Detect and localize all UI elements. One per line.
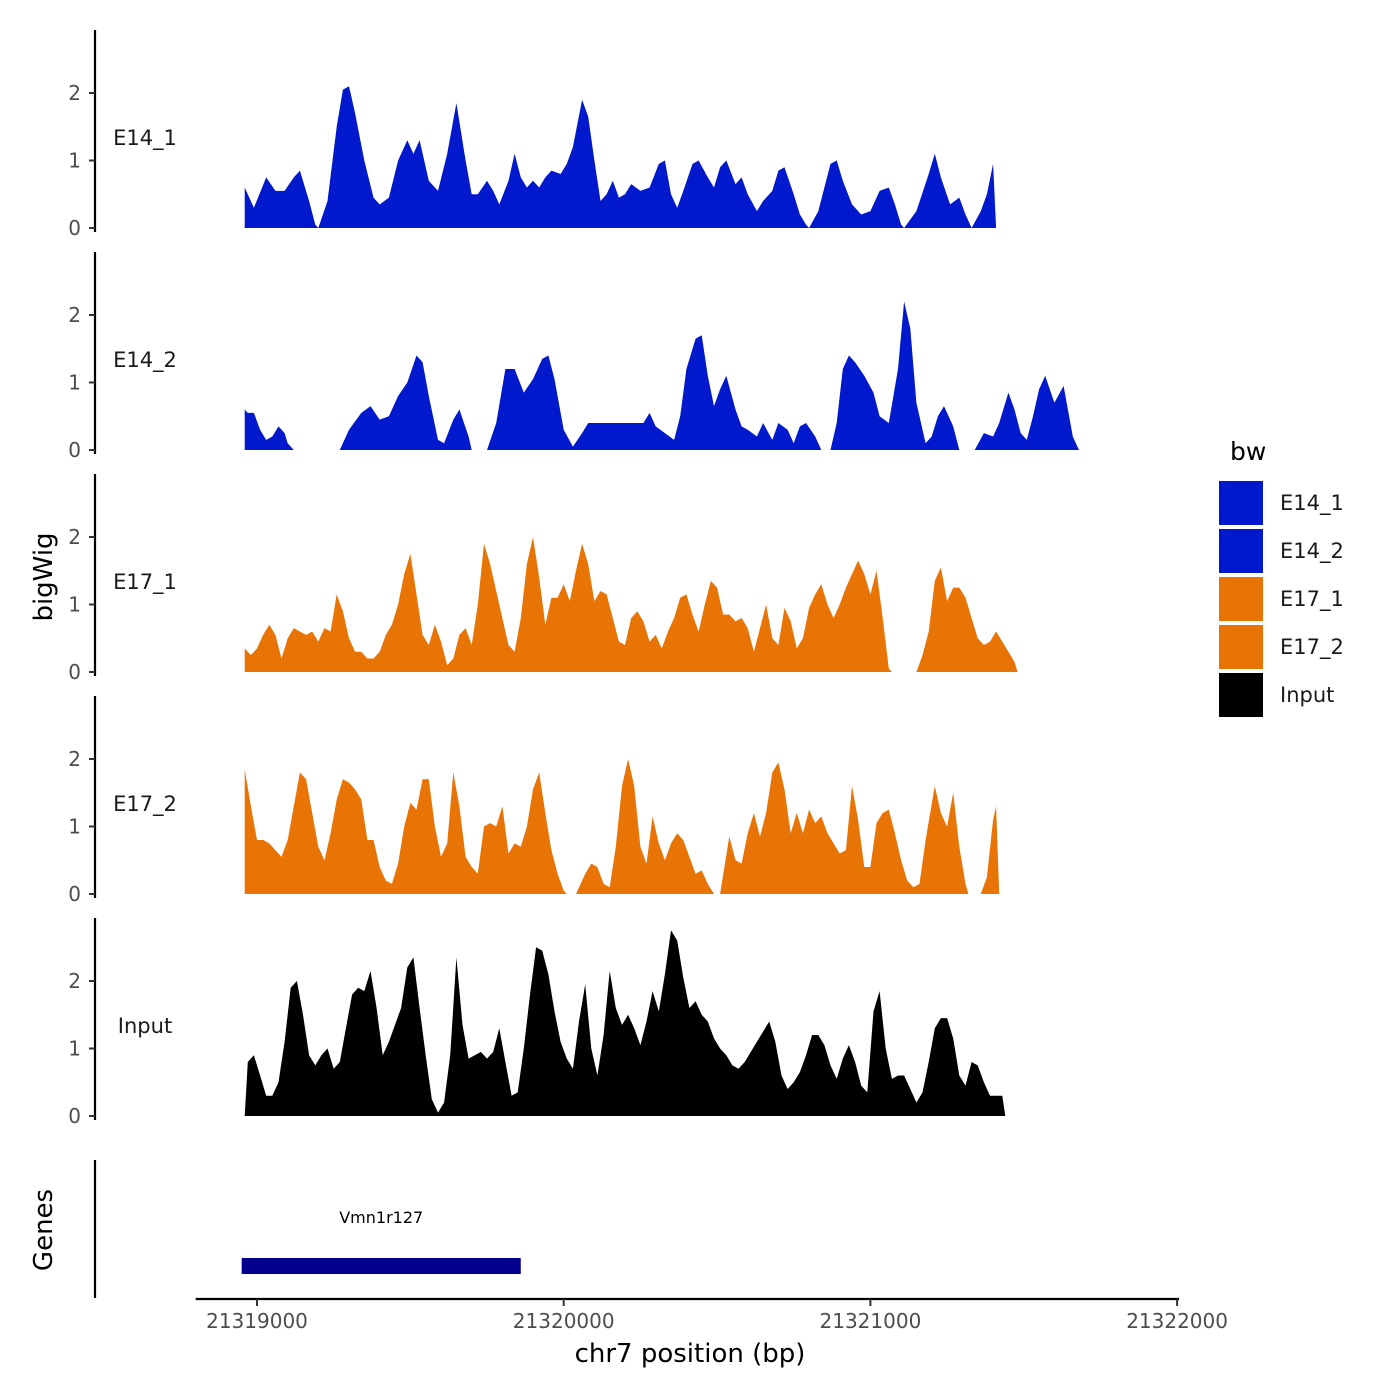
signal-area [244, 301, 1128, 450]
signal-area [244, 930, 1128, 1116]
x-axis-title: chr7 position (bp) [575, 1339, 806, 1369]
track-e17-2: 0 1 2 E17_2 [68, 696, 1128, 906]
x-tick-label: 21322000 [1126, 1309, 1228, 1333]
y-tick-label: 2 [68, 81, 81, 105]
y-tick-label: 1 [68, 1037, 81, 1061]
track-label: E14_1 [113, 126, 177, 151]
y-tick-label: 1 [68, 815, 81, 839]
x-tick-label: 21320000 [513, 1309, 615, 1333]
y-tick-label: 1 [68, 593, 81, 617]
track-label: E17_2 [113, 792, 177, 817]
track-label: E14_2 [113, 348, 177, 373]
track-label: Input [118, 1014, 172, 1038]
legend-label: E14_1 [1280, 491, 1344, 516]
genes-panel: Vmn1r127 [93, 1160, 521, 1298]
y-tick-label: 2 [68, 747, 81, 771]
signal-area [244, 537, 1128, 672]
legend-key [1219, 529, 1263, 573]
y-tick-label: 2 [68, 525, 81, 549]
y-tick-label: 0 [68, 882, 81, 906]
y-tick-label: 1 [68, 371, 81, 395]
legend-title: bw [1230, 437, 1266, 466]
y-tick-label: 0 [68, 1104, 81, 1128]
genes-track-title: Genes [29, 1189, 59, 1271]
track-input: 0 1 2 Input [68, 918, 1128, 1128]
x-axis: 21319000 21320000 21321000 21322000 [195, 1297, 1228, 1333]
signal-area [244, 759, 1128, 894]
y-tick-label: 2 [68, 303, 81, 327]
legend-key [1219, 673, 1263, 717]
signal-area [244, 86, 1128, 228]
x-tick-label: 21319000 [206, 1309, 308, 1333]
y-tick-label: 1 [68, 149, 81, 173]
legend-label: E14_2 [1280, 539, 1344, 564]
legend-label: E17_1 [1280, 587, 1344, 612]
legend-key [1219, 577, 1263, 621]
legend-key [1219, 481, 1263, 525]
y-axis-title: bigWig [29, 532, 59, 621]
y-tick-label: 0 [68, 660, 81, 684]
gene-body [241, 1258, 521, 1274]
y-tick-label: 2 [68, 969, 81, 993]
legend: E14_1 E14_2 E17_1 E17_2 Input [1219, 481, 1344, 717]
legend-label: E17_2 [1280, 635, 1344, 660]
track-e14-1: 0 1 2 E14_1 [68, 30, 1128, 240]
x-tick-label: 21321000 [820, 1309, 922, 1333]
track-e14-2: 0 1 2 E14_2 [68, 252, 1128, 462]
track-e17-1: 0 1 2 E17_1 [68, 474, 1128, 684]
legend-label: Input [1280, 683, 1334, 707]
legend-key [1219, 625, 1263, 669]
gene-label: Vmn1r127 [339, 1208, 423, 1227]
y-tick-label: 0 [68, 438, 81, 462]
track-label: E17_1 [113, 570, 177, 595]
y-tick-label: 0 [68, 216, 81, 240]
